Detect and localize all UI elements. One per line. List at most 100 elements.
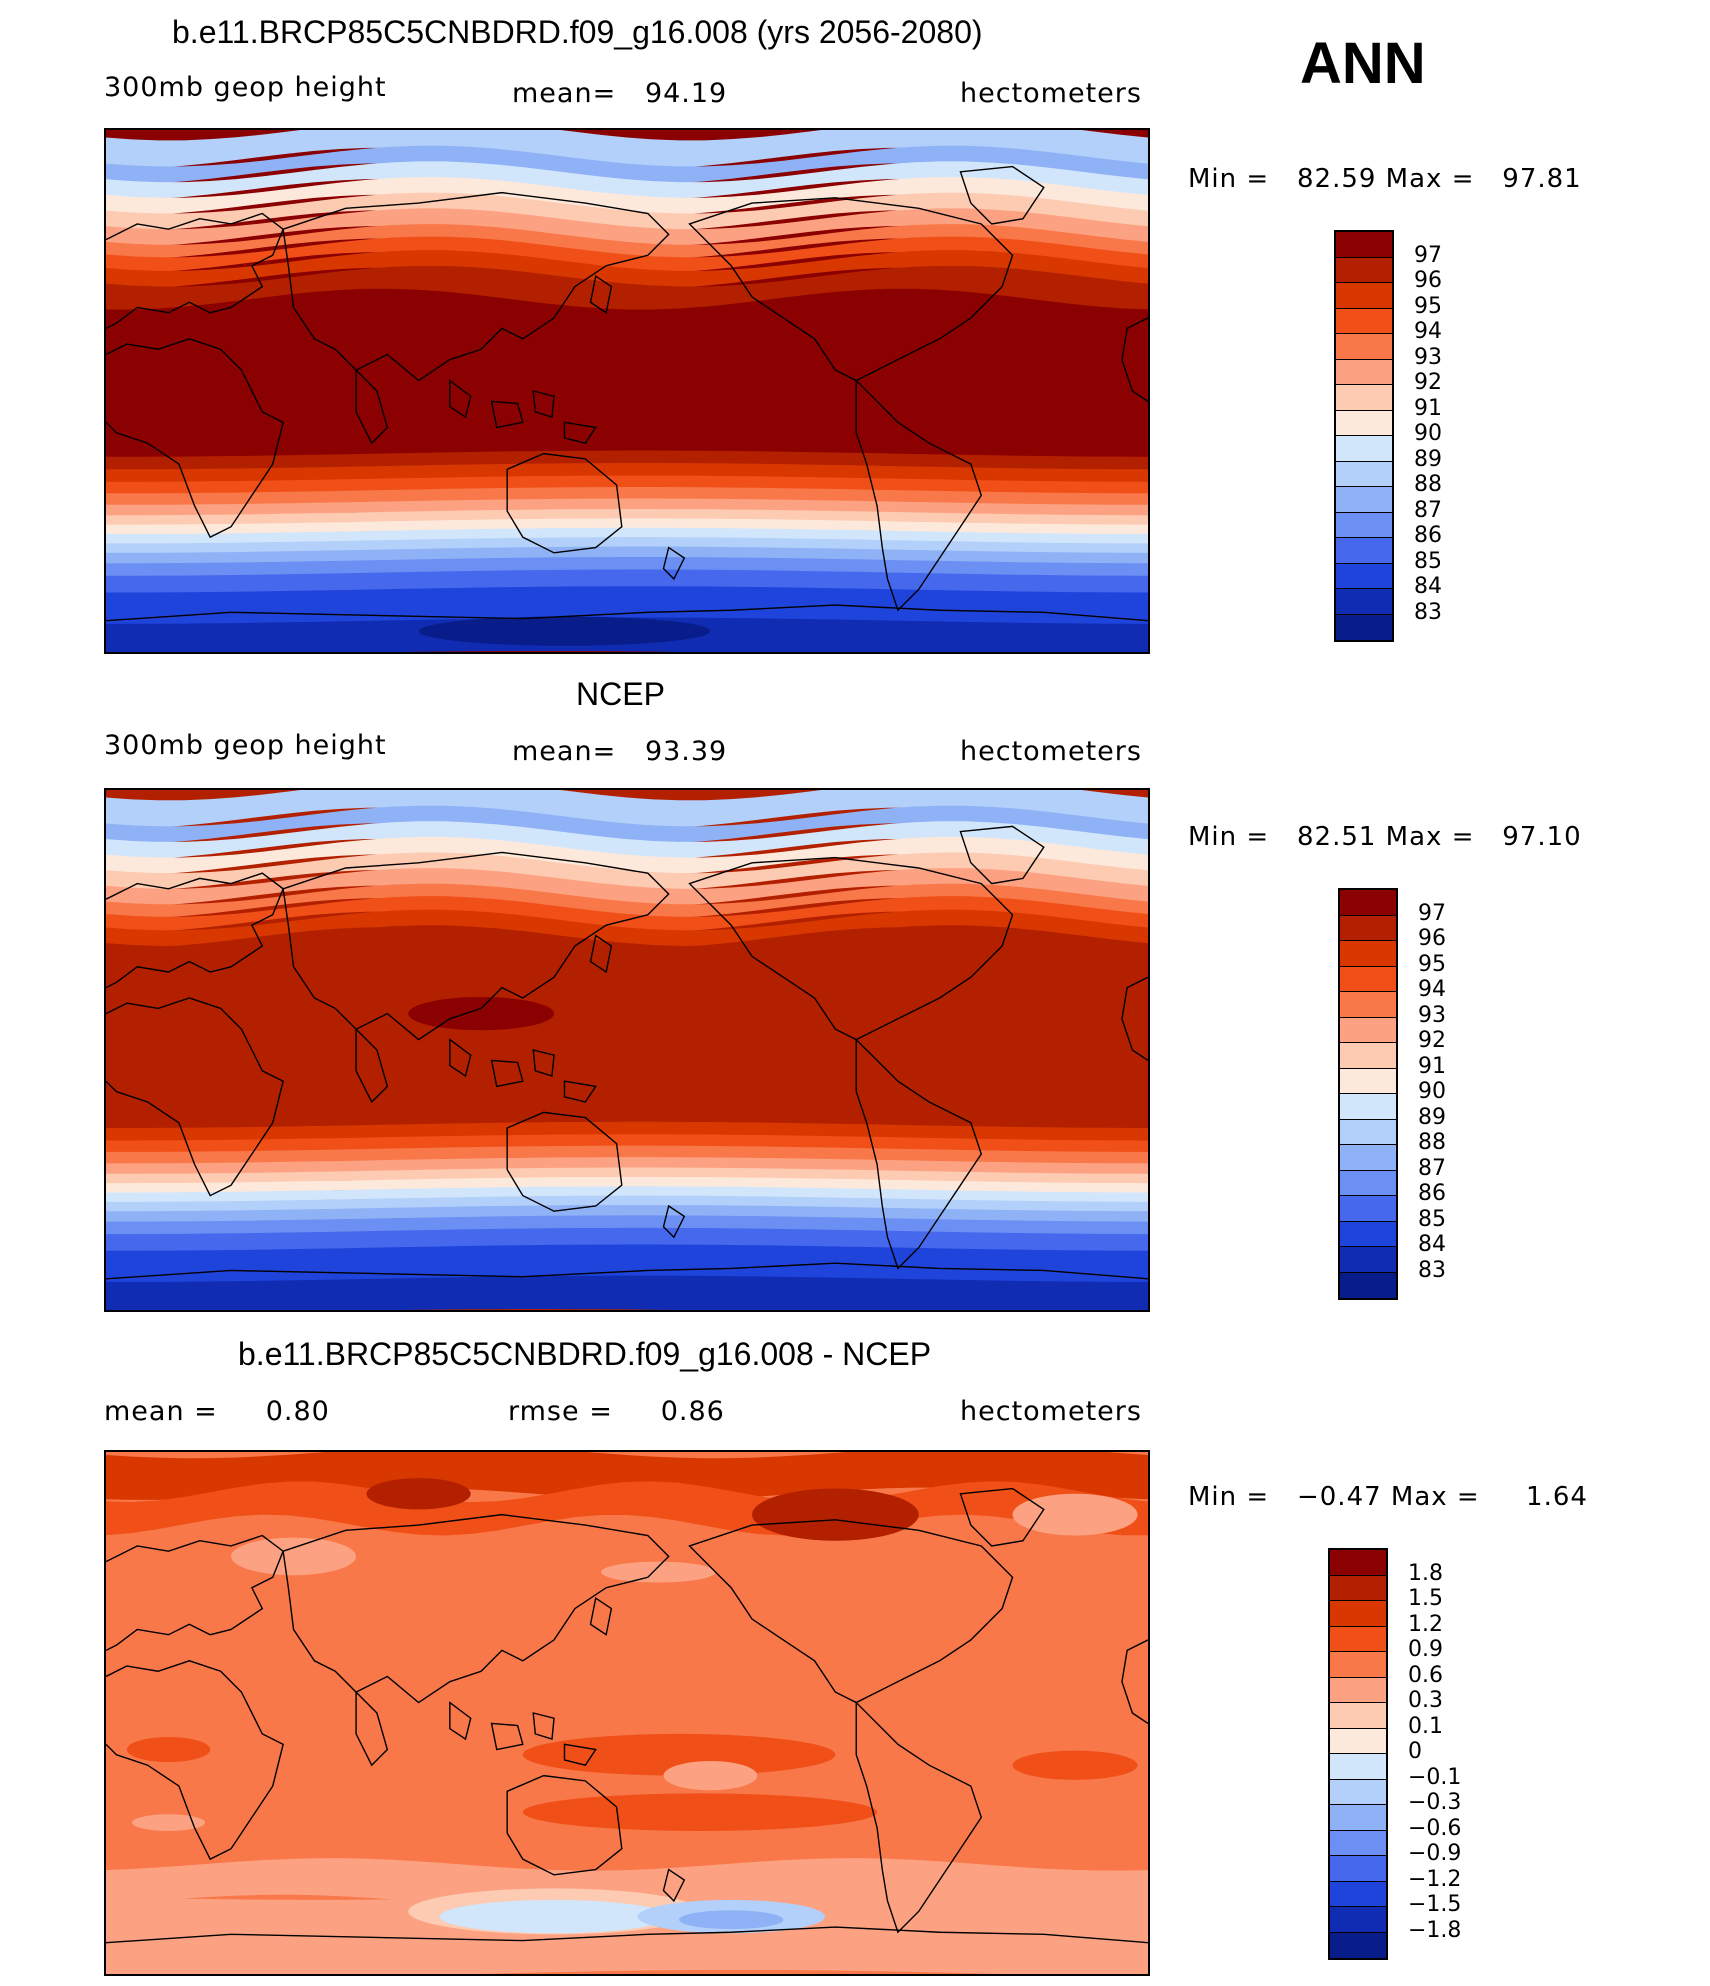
colorbar-swatch (1336, 257, 1392, 283)
colorbar-swatch (1340, 1017, 1396, 1043)
colorbar-swatch (1336, 436, 1392, 462)
colorbar-tick-label: 1.2 (1408, 1611, 1443, 1637)
panel-3-title: b.e11.BRCP85C5CNBDRD.f09_g16.008 - NCEP (238, 1336, 932, 1372)
colorbar-swatch (1330, 1856, 1386, 1882)
colorbar-tick-label: 85 (1418, 1206, 1446, 1232)
colorbar-swatch (1340, 1068, 1396, 1094)
colorbar-swatch (1330, 1677, 1386, 1703)
panel-3-map (104, 1450, 1150, 1976)
colorbar-tick-label: 90 (1418, 1079, 1446, 1104)
colorbar-tick-label: 83 (1418, 1257, 1446, 1283)
colorbar-swatch (1340, 992, 1396, 1018)
colorbar-swatch (1340, 1247, 1396, 1273)
panel-1-map-svg (106, 130, 1148, 652)
colorbar-tick-label: 91 (1418, 1053, 1446, 1079)
colorbar-tick-label: 88 (1418, 1130, 1446, 1155)
panel-1-units-label: hectometers (960, 78, 1142, 109)
panel-1-variable-label: 300mb geop height (104, 72, 387, 103)
panel-3-map-svg (106, 1452, 1148, 1974)
colorbar-swatch (1340, 1145, 1396, 1171)
colorbar-swatch (1330, 1881, 1386, 1907)
panel-2-map-svg (106, 790, 1148, 1310)
panel-1-map (104, 128, 1150, 654)
colorbar-swatch (1330, 1805, 1386, 1831)
colorbar-tick-label: 84 (1418, 1232, 1446, 1257)
colorbar-tick-label: 97 (1418, 900, 1446, 926)
panel-2-mean-label: mean= 93.39 (512, 736, 728, 767)
colorbar-swatch (1340, 966, 1396, 992)
colorbar-tick-label: 86 (1418, 1181, 1446, 1206)
colorbar-tick-label: −0.3 (1408, 1790, 1462, 1815)
colorbar-swatch (1340, 890, 1396, 916)
panel-2-title: NCEP (576, 676, 665, 712)
colorbar-tick-label: 85 (1414, 548, 1442, 574)
colorbar-swatch (1340, 1272, 1396, 1298)
colorbar-swatch (1336, 385, 1392, 411)
colorbar-tick-label: 0.9 (1408, 1637, 1443, 1662)
colorbar-tick-label: 94 (1414, 319, 1442, 344)
panel-1-colorbar (1334, 230, 1394, 642)
colorbar-tick-label: 91 (1414, 395, 1442, 421)
colorbar-tick-label: 86 (1414, 523, 1442, 548)
colorbar-swatch (1336, 334, 1392, 360)
panel-3-colorbar (1328, 1548, 1388, 1960)
colorbar-tick-label: 0.3 (1408, 1688, 1443, 1713)
colorbar-tick-label: 93 (1414, 344, 1442, 370)
colorbar-tick-label: 87 (1414, 497, 1442, 523)
panel-3-rmse-label: rmse = 0.86 (508, 1396, 725, 1427)
panel-1-title: b.e11.BRCP85C5CNBDRD.f09_g16.008 (yrs 20… (172, 14, 983, 50)
colorbar-swatch (1330, 1932, 1386, 1958)
colorbar-tick-label: 1.5 (1408, 1586, 1443, 1611)
colorbar-swatch (1336, 487, 1392, 513)
colorbar-tick-label: 0.6 (1408, 1662, 1443, 1688)
panel-2-minmax: Min = 82.51 Max = 97.10 (1188, 822, 1582, 852)
colorbar-swatch (1340, 1170, 1396, 1196)
colorbar-swatch (1330, 1575, 1386, 1601)
colorbar-swatch (1340, 1119, 1396, 1145)
colorbar-tick-label: 0.1 (1408, 1713, 1443, 1739)
panel-2-map (104, 788, 1150, 1312)
colorbar-tick-label: −1.8 (1408, 1917, 1462, 1943)
colorbar-tick-label: −0.9 (1408, 1841, 1462, 1866)
panel-3-units-label: hectometers (960, 1396, 1142, 1427)
colorbar-swatch (1336, 512, 1392, 538)
colorbar-tick-label: 0 (1408, 1739, 1422, 1764)
colorbar-swatch (1330, 1728, 1386, 1754)
colorbar-tick-label: −0.6 (1408, 1815, 1462, 1841)
colorbar-swatch (1336, 563, 1392, 589)
colorbar-swatch (1336, 461, 1392, 487)
panel-2-colorbar (1338, 888, 1398, 1300)
colorbar-swatch (1336, 359, 1392, 385)
colorbar-swatch (1330, 1830, 1386, 1856)
panel-3-mean-label: mean = 0.80 (104, 1396, 330, 1427)
colorbar-swatch (1330, 1779, 1386, 1805)
panel-2-variable-label: 300mb geop height (104, 730, 387, 761)
colorbar-swatch (1340, 941, 1396, 967)
colorbar-tick-label: 97 (1414, 242, 1442, 268)
colorbar-tick-label: 96 (1414, 268, 1442, 293)
colorbar-swatch (1336, 308, 1392, 334)
colorbar-swatch (1330, 1601, 1386, 1627)
colorbar-tick-label: 89 (1414, 446, 1442, 472)
colorbar-tick-label: −0.1 (1408, 1764, 1462, 1790)
colorbar-tick-label: 83 (1414, 599, 1442, 625)
colorbar-tick-label: 90 (1414, 421, 1442, 446)
colorbar-tick-label: 95 (1418, 951, 1446, 977)
colorbar-swatch (1340, 1043, 1396, 1069)
colorbar-tick-label: 96 (1418, 926, 1446, 951)
colorbar-swatch (1336, 589, 1392, 615)
colorbar-tick-label: 84 (1414, 574, 1442, 599)
colorbar-tick-label: 87 (1418, 1155, 1446, 1181)
colorbar-tick-label: 89 (1418, 1104, 1446, 1130)
colorbar-tick-label: 1.8 (1408, 1560, 1443, 1586)
panel-1-mean-label: mean= 94.19 (512, 78, 728, 109)
panel-2-units-label: hectometers (960, 736, 1142, 767)
colorbar-tick-label: 92 (1414, 370, 1442, 395)
season-label: ANN (1300, 31, 1426, 96)
colorbar-swatch (1336, 283, 1392, 309)
colorbar-swatch (1336, 538, 1392, 564)
colorbar-tick-label: 94 (1418, 977, 1446, 1002)
colorbar-tick-label: −1.2 (1408, 1866, 1462, 1892)
colorbar-tick-label: −1.5 (1408, 1892, 1462, 1917)
colorbar-swatch (1336, 232, 1392, 258)
